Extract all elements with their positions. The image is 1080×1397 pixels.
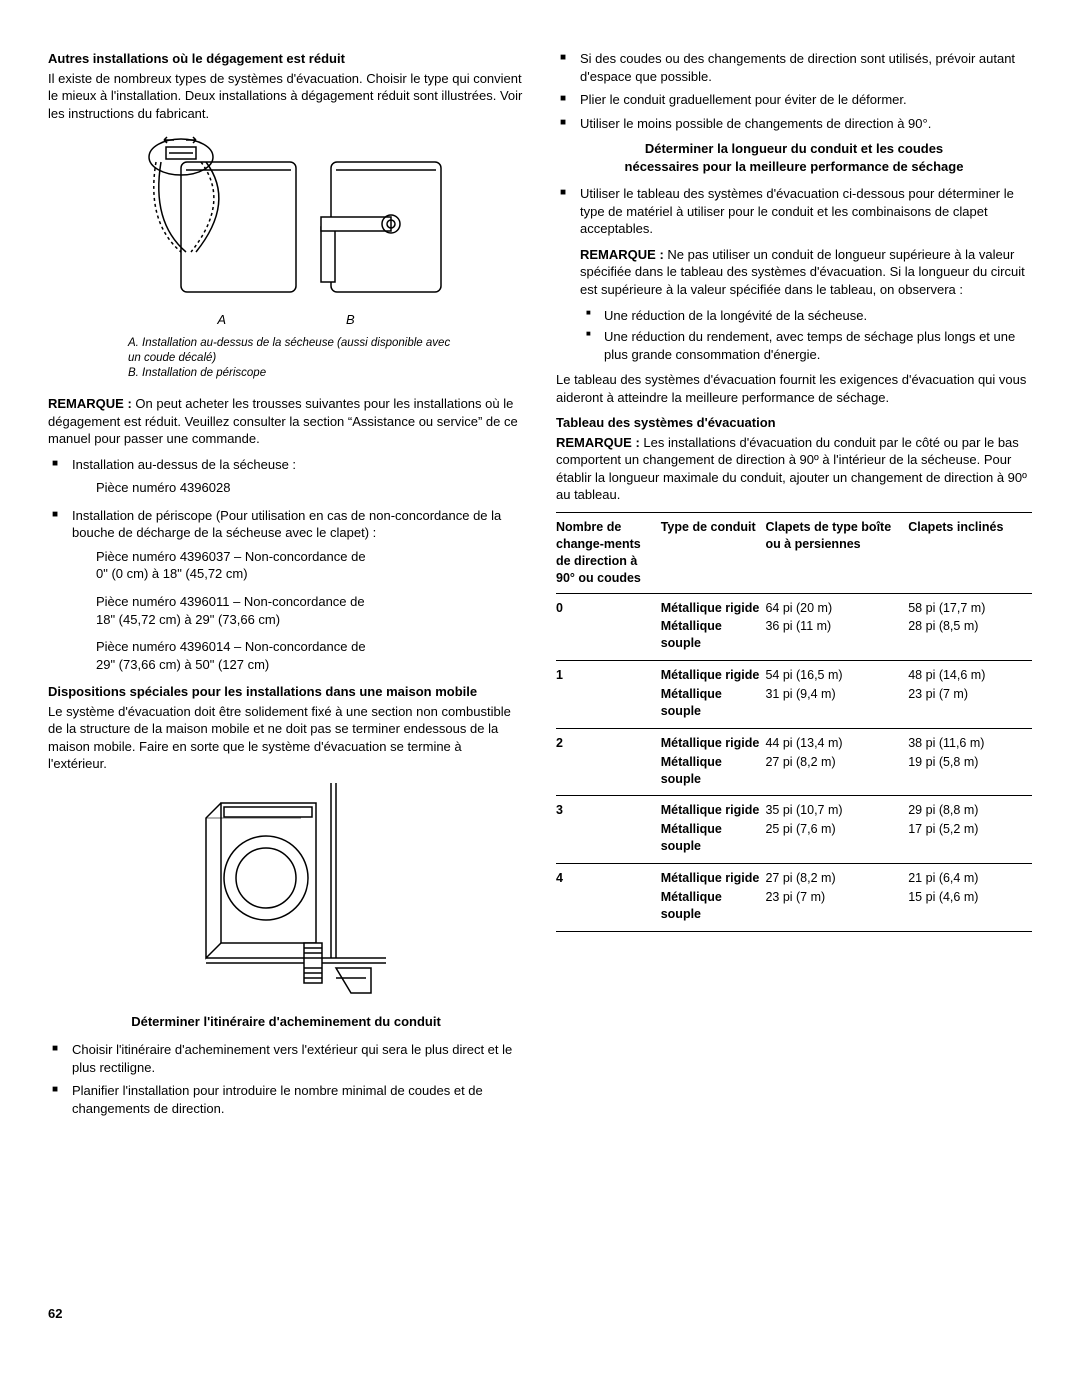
effect-longevity: Une réduction de la longévité de la séch…: [580, 307, 1032, 325]
route-tip-direct: Choisir l'itinéraire d'acheminement vers…: [48, 1041, 524, 1076]
kit-periscope: Installation de périscope (Pour utilisat…: [48, 507, 524, 673]
fig-label-a: A: [217, 311, 226, 329]
table-row: Métallique souple31 pi (9,4 m)23 pi (7 m…: [556, 686, 1032, 728]
table-row: Métallique souple27 pi (8,2 m)19 pi (5,8…: [556, 754, 1032, 796]
heading-mobile-home: Dispositions spéciales pour les installa…: [48, 683, 524, 701]
remark-kits: REMARQUE : On peut acheter les trousses …: [48, 395, 524, 448]
determine-summary: Le tableau des systèmes d'évacuation fou…: [556, 371, 1032, 406]
kit-overdryer: Installation au-dessus de la sécheuse : …: [48, 456, 524, 497]
part-4396028: Pièce numéro 4396028: [96, 479, 524, 497]
route-tip-bend: Plier le conduit graduellement pour évit…: [556, 91, 1032, 109]
part-4396011: Pièce numéro 4396011 – Non-concordance d…: [96, 593, 524, 628]
table-row: 2Métallique rigide44 pi (13,4 m)38 pi (1…: [556, 728, 1032, 753]
figure-caption: A. Installation au-dessus de la sécheuse…: [128, 336, 464, 381]
vent-system-table: Nombre de change-ments de direction à 90…: [556, 512, 1032, 932]
route-tip-90deg: Utiliser le moins possible de changement…: [556, 115, 1032, 133]
th-turns: Nombre de change-ments de direction à 90…: [556, 513, 661, 594]
table-row: Métallique souple36 pi (11 m)28 pi (8,5 …: [556, 618, 1032, 660]
heading-determine-length: Déterminer la longueur du conduit et les…: [556, 140, 1032, 175]
left-column: Autres installations où le dégagement es…: [48, 50, 524, 1125]
figure-clearance: A B: [48, 132, 524, 328]
clearance-illustration: [126, 132, 446, 302]
table-row: 0Métallique rigide64 pi (20 m)58 pi (17,…: [556, 593, 1032, 618]
mobile-home-text: Le système d'évacuation doit être solide…: [48, 703, 524, 773]
right-column: Si des coudes ou des changements de dire…: [556, 50, 1032, 1125]
heading-route: Déterminer l'itinéraire d'acheminement d…: [48, 1013, 524, 1031]
effect-performance: Une réduction du rendement, avec temps d…: [580, 328, 1032, 363]
table-row: 4Métallique rigide27 pi (8,2 m)21 pi (6,…: [556, 864, 1032, 889]
reduced-clearance-text: Il existe de nombreux types de systèmes …: [48, 70, 524, 123]
heading-vent-table: Tableau des systèmes d'évacuation: [556, 414, 1032, 432]
determine-remark: REMARQUE : Ne pas utiliser un conduit de…: [580, 246, 1032, 299]
table-row: 3Métallique rigide35 pi (10,7 m)29 pi (8…: [556, 796, 1032, 821]
route-tip-minimal: Planifier l'installation pour introduire…: [48, 1082, 524, 1117]
page-number: 62: [48, 1305, 1032, 1323]
table-row: Métallique souple25 pi (7,6 m)17 pi (5,2…: [556, 821, 1032, 863]
mobile-home-illustration: [176, 783, 396, 1003]
caption-b: B. Installation de périscope: [128, 366, 464, 381]
caption-a: A. Installation au-dessus de la sécheuse…: [128, 336, 464, 366]
th-conduit-type: Type de conduit: [661, 513, 766, 594]
fig-label-b: B: [346, 311, 355, 329]
route-tip-space: Si des coudes ou des changements de dire…: [556, 50, 1032, 85]
heading-reduced-clearance: Autres installations où le dégagement es…: [48, 50, 524, 68]
part-4396037: Pièce numéro 4396037 – Non-concordance d…: [96, 548, 524, 583]
figure-mobile-home: [48, 783, 524, 1008]
determine-use-table: Utiliser le tableau des systèmes d'évacu…: [556, 185, 1032, 363]
table-row: 1Métallique rigide54 pi (16,5 m)48 pi (1…: [556, 661, 1032, 686]
vent-table-remark: REMARQUE : Les installations d'évacuatio…: [556, 434, 1032, 504]
part-4396014: Pièce numéro 4396014 – Non-concordance d…: [96, 638, 524, 673]
th-box-hood: Clapets de type boîte ou à persiennes: [765, 513, 908, 594]
table-row: Métallique souple23 pi (7 m)15 pi (4,6 m…: [556, 889, 1032, 931]
th-angled-hood: Clapets inclinés: [908, 513, 1032, 594]
